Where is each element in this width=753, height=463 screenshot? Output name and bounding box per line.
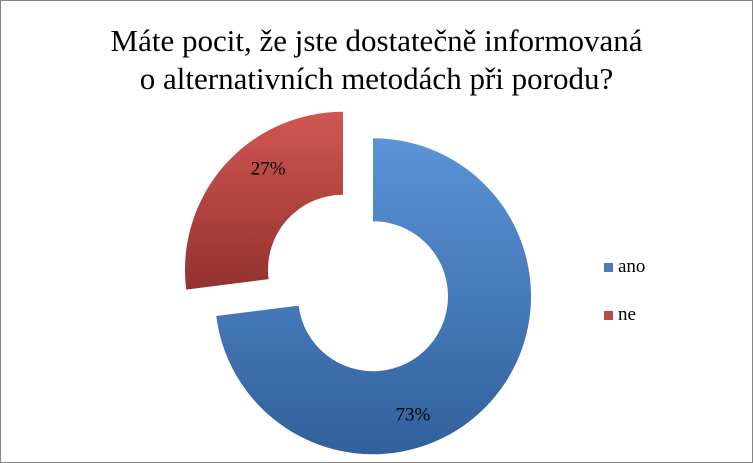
data-label-ano: 73% xyxy=(395,405,430,426)
legend-label-ne: ne xyxy=(618,304,636,325)
legend-swatch-ne xyxy=(604,310,613,320)
data-label-ne: 27% xyxy=(251,159,286,180)
donut-slice-ano xyxy=(216,138,532,455)
chart-title: Máte pocit, že jste dostatečně informova… xyxy=(0,22,753,98)
chart-title-line-2: o alternativních metodách při porodu? xyxy=(139,61,614,96)
donut-slice-ne xyxy=(184,111,343,290)
chart-legend: ano ne xyxy=(604,255,645,351)
legend-item-ne: ne xyxy=(604,303,645,327)
legend-swatch-ano xyxy=(604,262,613,272)
legend-item-ano: ano xyxy=(604,255,645,279)
legend-label-ano: ano xyxy=(618,256,646,277)
chart-title-line-1: Máte pocit, že jste dostatečně informova… xyxy=(110,23,643,58)
